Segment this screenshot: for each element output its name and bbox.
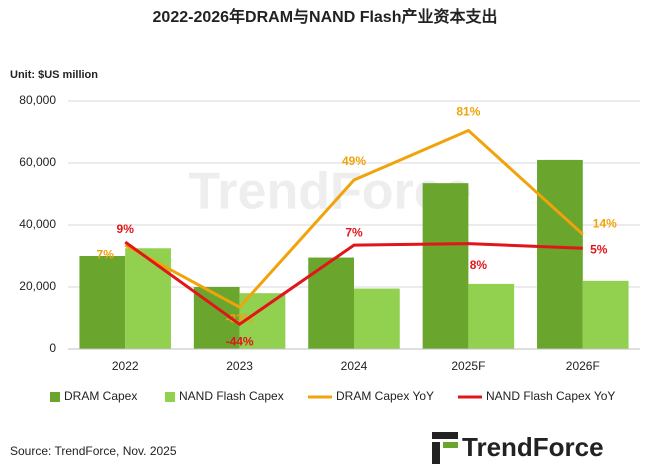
legend-label: DRAM Capex <box>64 389 137 403</box>
bar <box>125 248 171 349</box>
data-label: 7% <box>345 225 363 239</box>
legend-label: NAND Flash Capex YoY <box>486 389 615 403</box>
bar <box>422 183 469 349</box>
data-label: 81% <box>456 105 480 119</box>
x-tick-label: 2024 <box>341 359 368 373</box>
source: Source: TrendForce, Nov. 2025 <box>10 444 177 458</box>
x-tick-label: 2026F <box>566 359 600 373</box>
logo: TrendForce <box>462 432 604 462</box>
chart-title: 2022-2026年DRAM与NAND Flash产业资本支出 <box>153 7 498 26</box>
legend-label: DRAM Capex YoY <box>336 389 434 403</box>
bar <box>537 159 583 349</box>
legend-swatch <box>165 392 175 402</box>
y-tick-label: 0 <box>49 341 56 355</box>
logo-icon <box>432 432 458 464</box>
y-tick-label: 20,000 <box>19 279 56 293</box>
y-tick-label: 60,000 <box>19 155 56 169</box>
data-label: 8% <box>470 258 488 272</box>
x-tick-label: 2023 <box>226 359 253 373</box>
bar <box>582 280 629 349</box>
data-label: 5% <box>590 242 608 256</box>
data-label: 7% <box>97 247 115 261</box>
line <box>124 240 583 327</box>
x-tick-label: 2022 <box>112 359 139 373</box>
bar <box>354 288 400 349</box>
line <box>124 128 584 310</box>
y-tick-label: 80,000 <box>19 93 56 107</box>
y-tick-label: 40,000 <box>19 217 56 231</box>
bar <box>468 283 515 349</box>
legend-label: NAND Flash Capex <box>179 389 284 403</box>
legend-swatch <box>50 392 60 402</box>
bar <box>239 293 286 349</box>
data-label: 9% <box>117 222 135 236</box>
data-label: -33% <box>226 311 254 325</box>
data-label: 14% <box>593 216 617 230</box>
unit-label: Unit: $US million <box>10 69 98 81</box>
bar <box>79 256 126 349</box>
data-label: 49% <box>342 154 366 168</box>
data-label: -44% <box>226 334 254 348</box>
x-tick-label: 2025F <box>451 359 485 373</box>
